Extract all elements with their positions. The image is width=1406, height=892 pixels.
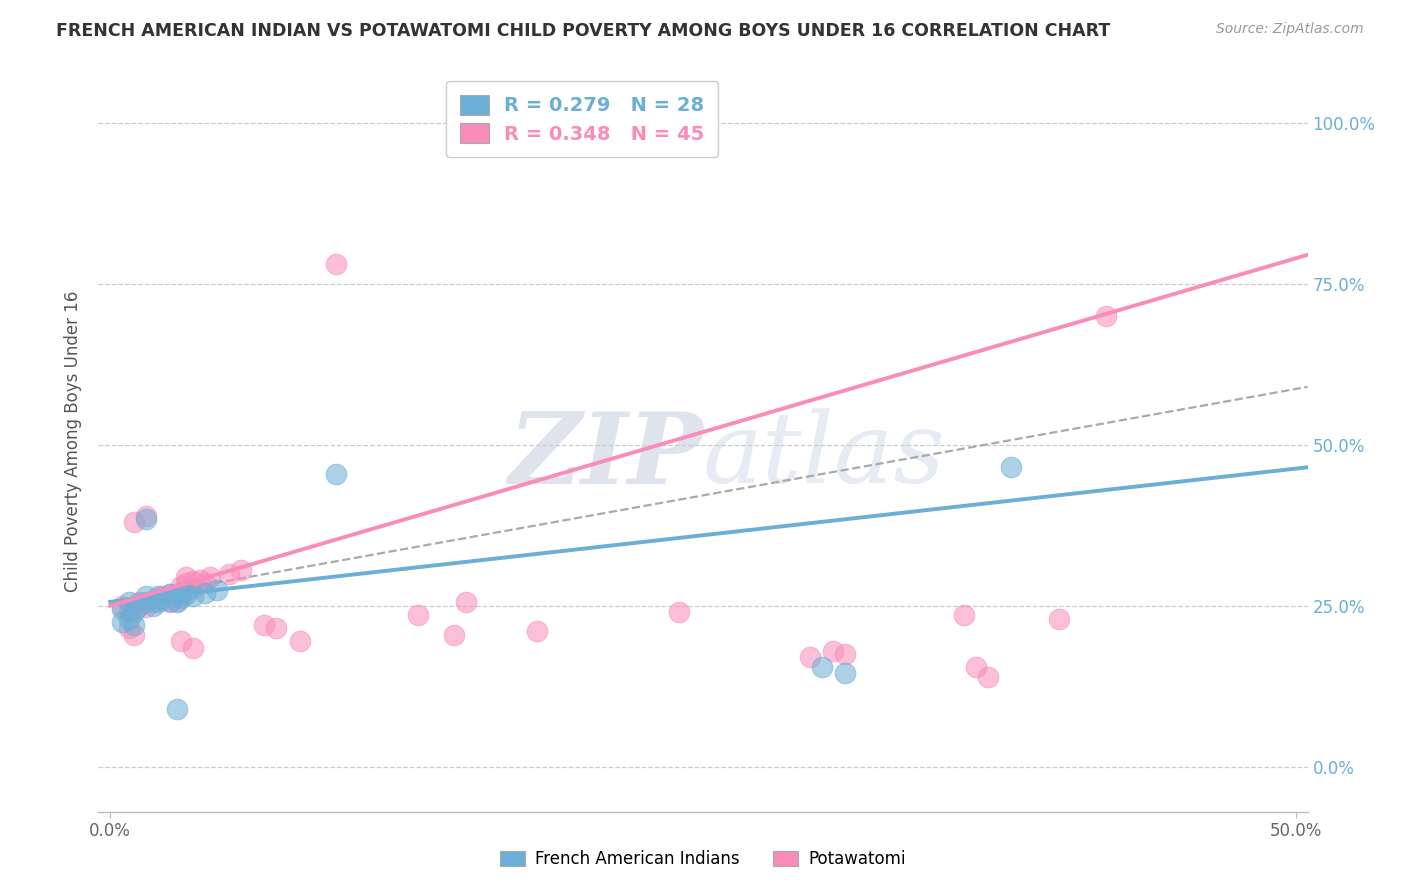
Y-axis label: Child Poverty Among Boys Under 16: Child Poverty Among Boys Under 16 [63, 291, 82, 592]
Point [118, 605, 141, 619]
Text: Source: ZipAtlas.com: Source: ZipAtlas.com [1216, 22, 1364, 37]
Point [152, 592, 174, 607]
Point [229, 563, 252, 577]
Point [823, 644, 845, 658]
Point [965, 660, 987, 674]
Point [834, 647, 856, 661]
Point [325, 467, 347, 481]
Point [181, 640, 204, 655]
Point [142, 599, 165, 613]
Point [146, 595, 169, 609]
Point [159, 595, 181, 609]
Text: ZIP: ZIP [508, 409, 703, 505]
Point [159, 587, 181, 601]
Point [128, 595, 150, 609]
Point [668, 605, 690, 619]
Point [976, 669, 998, 683]
Point [122, 605, 145, 619]
Point [198, 570, 221, 584]
Point [118, 611, 141, 625]
Point [122, 628, 145, 642]
Text: atlas: atlas [703, 409, 946, 504]
Point [810, 660, 832, 674]
Point [111, 602, 134, 616]
Text: FRENCH AMERICAN INDIAN VS POTAWATOMI CHILD POVERTY AMONG BOYS UNDER 16 CORRELATI: FRENCH AMERICAN INDIAN VS POTAWATOMI CHI… [56, 22, 1111, 40]
Point [952, 608, 974, 623]
Point [166, 702, 188, 716]
Point [194, 586, 217, 600]
Point [122, 602, 145, 616]
Point [174, 576, 197, 591]
Point [1047, 611, 1070, 625]
Legend: R = 0.279   N = 28, R = 0.348   N = 45: R = 0.279 N = 28, R = 0.348 N = 45 [446, 81, 718, 157]
Point [152, 589, 174, 603]
Point [1000, 460, 1022, 475]
Point [264, 621, 287, 635]
Point [170, 586, 193, 600]
Point [135, 508, 157, 523]
Point [253, 618, 276, 632]
Point [170, 634, 193, 648]
Point [181, 589, 204, 603]
Point [454, 595, 477, 609]
Point [408, 608, 430, 623]
Point [174, 570, 197, 584]
Point [128, 599, 150, 613]
Point [1095, 309, 1118, 323]
Point [799, 650, 821, 665]
Point [135, 589, 157, 603]
Point [181, 574, 204, 589]
Point [118, 595, 141, 609]
Point [166, 595, 188, 609]
Point [146, 592, 169, 607]
Point [170, 586, 193, 600]
Point [135, 595, 157, 609]
Point [122, 618, 145, 632]
Point [526, 624, 548, 639]
Point [111, 599, 134, 613]
Point [146, 589, 169, 603]
Point [205, 582, 228, 597]
Point [190, 573, 212, 587]
Point [181, 581, 204, 595]
Point [443, 628, 465, 642]
Point [159, 593, 181, 607]
Point [142, 595, 165, 609]
Point [166, 593, 188, 607]
Point [325, 258, 347, 272]
Point [194, 576, 217, 591]
Point [174, 587, 197, 601]
Point [159, 587, 181, 601]
Point [135, 599, 157, 614]
Point [218, 566, 240, 581]
Point [288, 634, 311, 648]
Point [118, 621, 141, 635]
Point [170, 579, 193, 593]
Point [834, 666, 856, 681]
Point [122, 515, 145, 529]
Point [111, 615, 134, 629]
Point [170, 591, 193, 605]
Point [135, 512, 157, 526]
Legend: French American Indians, Potawatomi: French American Indians, Potawatomi [494, 844, 912, 875]
